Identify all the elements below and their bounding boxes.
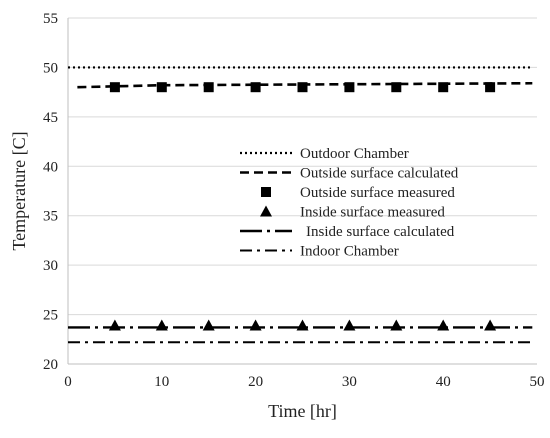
y-tick-label: 25	[43, 308, 58, 324]
x-tick-label: 30	[342, 374, 357, 390]
legend-square-marker	[261, 187, 271, 197]
x-tick-label: 50	[530, 374, 545, 390]
data-point-square	[344, 82, 355, 93]
data-point-square	[156, 82, 167, 93]
y-tick-label: 20	[43, 357, 58, 373]
data-point-triangle	[249, 319, 262, 331]
y-tick-label: 35	[43, 209, 58, 225]
data-point-triangle	[108, 319, 121, 331]
data-point-triangle	[155, 319, 168, 331]
x-tick-label: 40	[436, 374, 451, 390]
x-axis-title: Time [hr]	[268, 401, 337, 421]
data-point-triangle	[343, 319, 356, 331]
data-point-triangle	[296, 319, 309, 331]
data-point-triangle	[437, 319, 450, 331]
x-tick-label: 10	[154, 374, 169, 390]
y-tick-label: 45	[43, 110, 58, 126]
data-point-square	[438, 82, 449, 93]
y-axis-title: Temperature [C]	[9, 131, 29, 250]
x-tick-label: 0	[64, 374, 72, 390]
series-3	[108, 319, 497, 331]
legend-label: Outside surface measured	[300, 185, 455, 201]
y-tick-label: 55	[43, 11, 58, 27]
data-point-square	[109, 82, 120, 93]
legend-label: Outside surface calculated	[300, 166, 459, 182]
legend-label: Indoor Chamber	[300, 244, 399, 260]
series-2	[109, 82, 496, 93]
legend: Outdoor Chamber Outside surface calculate…	[240, 146, 459, 260]
legend-label: Outdoor Chamber	[300, 146, 409, 162]
y-tick-label: 30	[43, 258, 58, 274]
legend-label: Inside surface calculated	[306, 224, 455, 240]
x-tick-label: 20	[248, 374, 263, 390]
y-tick-label: 40	[43, 159, 58, 175]
tick-labels: 20 25 30 35 40 45 50 55 0 10 20 30 40 50	[43, 11, 545, 390]
data-point-square	[250, 82, 261, 93]
legend-triangle-marker	[260, 205, 272, 217]
data-point-triangle	[390, 319, 403, 331]
data-point-square	[203, 82, 214, 93]
legend-label: Inside surface measured	[300, 205, 445, 221]
data-point-square	[485, 82, 496, 93]
data-point-triangle	[202, 319, 215, 331]
data-point-triangle	[484, 319, 497, 331]
data-point-square	[391, 82, 402, 93]
y-tick-label: 50	[43, 60, 58, 76]
data-point-square	[297, 82, 308, 93]
gridlines	[68, 17, 537, 316]
